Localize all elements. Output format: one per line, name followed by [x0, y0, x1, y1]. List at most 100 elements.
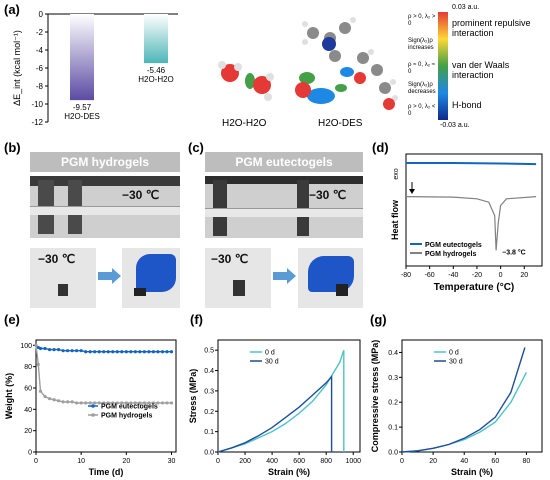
x-tick-label: 20: [429, 458, 437, 465]
ruler: [205, 208, 363, 217]
data-point: [43, 346, 47, 351]
x-axis-label: Time (d): [89, 467, 124, 477]
y-tick-label: 0.1: [388, 425, 398, 432]
data-point: [52, 398, 56, 402]
data-point: [165, 401, 169, 405]
colorbar-note-4: Sign(λ₂)ρ decreases: [408, 82, 436, 95]
y-tick-label: 40: [24, 407, 32, 414]
data-point: [129, 350, 133, 354]
data-point: [106, 401, 110, 405]
y-tick-label: 0.3: [388, 375, 398, 382]
legend-label: PGM eutectogels: [425, 242, 482, 249]
temp-b-top: −30 ℃: [122, 188, 160, 202]
data-point: [120, 350, 124, 354]
data-point: [38, 389, 43, 393]
photo-hydrogel-ruler: −30 ℃: [30, 176, 180, 238]
y-tick-label: 0.3: [204, 388, 214, 395]
y-tick-label: 0.0: [388, 450, 398, 457]
y-tick-label: -2: [36, 28, 44, 37]
data-point: [93, 350, 97, 354]
peak-annotation: −3.8 °C: [502, 248, 526, 256]
data-point: [88, 350, 92, 354]
y-axis-label: Weight (%): [4, 373, 14, 419]
photo-frame-top: [30, 176, 180, 186]
legend-marker: [91, 404, 95, 408]
photo-frame-top: [205, 176, 363, 184]
data-point: [156, 401, 160, 405]
data-point: [93, 401, 97, 405]
legend-label: PGM hydrogels: [101, 413, 152, 420]
data-point: [124, 350, 128, 354]
glove-icon: [136, 254, 176, 292]
y-tick-label: 0: [28, 450, 32, 457]
data-point: [66, 349, 70, 353]
y-tick-label: 0.2: [388, 400, 398, 407]
data-point: [34, 343, 38, 347]
x-axis-label: Temperature (°C): [434, 282, 515, 293]
x-tick-label: -20: [472, 272, 482, 279]
x-tick-label: 40: [460, 458, 468, 465]
x-tick-label: 20: [520, 272, 528, 279]
x-tick-label: 0: [499, 272, 503, 279]
data-point: [79, 401, 83, 405]
x-tick-label: 0: [400, 458, 404, 465]
label-h2o-des: H2O-DES: [318, 118, 363, 129]
y-tick-label: -12: [31, 118, 43, 127]
y-tick-label: 60: [24, 386, 32, 393]
legend-label: PGM hydrogels: [425, 251, 476, 258]
y-tick-label: 80: [24, 364, 32, 371]
x-tick-label: 80: [523, 458, 531, 465]
colorbar-note-5: ρ > 0, λ₂ < 0: [408, 104, 436, 117]
y-axis-label: Compressive stress (MPa): [370, 340, 380, 453]
y-tick-label: -8: [36, 82, 44, 91]
photo-hydrogel-sample: −30 ℃: [30, 248, 96, 308]
data-point: [138, 401, 142, 405]
interaction-repulsive: prominent repulsive interaction: [452, 18, 531, 38]
data-point: [124, 401, 128, 405]
interaction-hbond: H-bond: [452, 100, 482, 110]
temp-b-bottom: −30 ℃: [38, 252, 76, 266]
molecule-h2o-des-art: [295, 17, 398, 110]
colorbar-note-1: ρ > 0, λ₂ > 0: [408, 14, 436, 27]
data-point: [61, 400, 65, 404]
data-point: [75, 349, 79, 353]
panel-label-a: (a): [4, 2, 20, 17]
x-tick-label: 0: [34, 458, 38, 465]
sample-pressed: [134, 288, 146, 296]
data-point: [47, 348, 52, 352]
series-line-1: [35, 345, 172, 404]
data-point: [169, 350, 174, 354]
series-line-1: [405, 196, 537, 251]
y-tick-label: 0.0: [204, 450, 214, 457]
x-tick-label: -60: [425, 272, 435, 279]
y-tick-label: 0.4: [388, 350, 398, 357]
exo-arrow-head: [409, 189, 415, 194]
series-line-1: [401, 347, 526, 453]
y-tick-label: -6: [36, 64, 44, 73]
panel-label-f: (f): [190, 312, 203, 327]
x-tick-label: 20: [122, 458, 130, 465]
data-point: [66, 400, 70, 404]
series-line-1: [217, 374, 333, 453]
colorbar: [438, 12, 448, 120]
legend-marker: [91, 413, 95, 417]
plot-frame: [405, 153, 543, 267]
data-point: [111, 350, 115, 354]
data-point: [147, 350, 151, 354]
y-tick-label: -10: [31, 100, 43, 109]
legend-label: PGM eutectogels: [101, 404, 158, 411]
data-point: [115, 350, 119, 354]
bar-value-label: -5.46: [147, 66, 166, 75]
bar-0: [70, 14, 94, 101]
photo-eutectogel-press: [298, 248, 363, 308]
chart-f-svg: 0 200 400 600 800 1000 0.0 0.1 0.2 0.3 0.4 0.5 Strai…: [188, 339, 361, 477]
ruler: [30, 206, 180, 215]
plot-frame: [401, 339, 543, 453]
y-tick-label: 0: [39, 10, 44, 19]
colorbar-note-3: ρ ≈ 0, λ₂ ≈ 0: [408, 62, 435, 75]
chart-e-svg: 0 10 20 30 0 20 40 60 80 100 Time (d) Weight (%) PGM…: [4, 339, 177, 477]
data-point: [120, 401, 124, 405]
x-tick-label: 60: [491, 458, 499, 465]
data-point: [97, 350, 101, 354]
data-point: [70, 400, 74, 404]
